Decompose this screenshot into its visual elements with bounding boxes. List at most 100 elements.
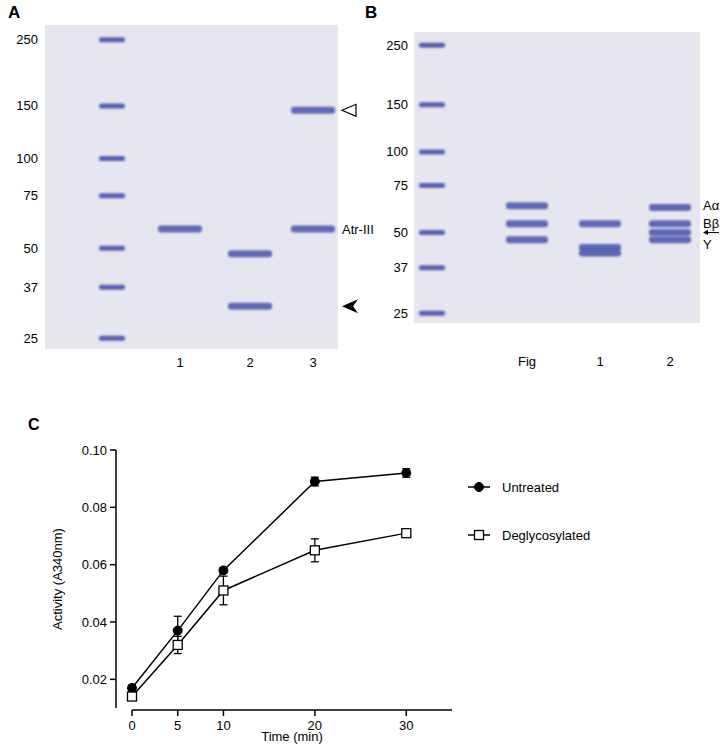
gel-background	[45, 25, 338, 349]
data-point	[173, 640, 182, 649]
data-point	[402, 529, 411, 538]
protein-band	[649, 204, 691, 211]
x-tick	[131, 710, 133, 716]
y-tick	[110, 621, 116, 623]
protein-band	[579, 249, 621, 256]
x-axis-title: Time (min)	[261, 729, 323, 744]
legend-label: Untreated	[502, 480, 559, 495]
protein-band	[649, 229, 691, 236]
marker-label: 37	[394, 260, 408, 275]
lane-label: 2	[246, 355, 253, 370]
protein-band	[649, 220, 691, 227]
x-tick-label: 5	[174, 718, 181, 733]
y-tick-label: 0.02	[82, 672, 107, 687]
marker-label: 100	[386, 144, 408, 159]
plot-area	[128, 468, 411, 701]
data-point	[128, 692, 137, 701]
legend-marker	[475, 531, 484, 540]
legend-label: Deglycosylated	[502, 528, 590, 543]
ladder-band	[419, 102, 445, 107]
ladder-band	[419, 183, 445, 188]
y-tick	[110, 679, 116, 681]
series-line	[132, 473, 406, 688]
error-bar	[311, 539, 319, 562]
protein-band	[649, 236, 691, 243]
lane-label: 2	[666, 354, 673, 369]
data-point	[402, 468, 411, 477]
error-bar	[219, 576, 227, 605]
error-cap	[219, 575, 227, 576]
y-tick	[110, 507, 116, 509]
lane-label: 1	[176, 355, 183, 370]
x-tick	[223, 710, 225, 716]
x-tick-label: 30	[399, 718, 413, 733]
ladder-band	[99, 193, 125, 198]
band-annotation: Bβ	[703, 216, 719, 231]
ladder-band	[99, 336, 125, 341]
figure: A25015010075503725123Atr-IIIB25015010075…	[0, 0, 724, 747]
x-tick-label: 0	[128, 718, 135, 733]
arrow-head	[703, 230, 708, 235]
data-point	[310, 546, 319, 555]
error-cap	[174, 653, 182, 654]
ladder-band	[419, 265, 445, 270]
marker-label: 150	[16, 98, 38, 113]
y-axis-title: Activity (A340nm)	[50, 528, 65, 630]
error-cap	[311, 538, 319, 539]
ladder-band	[99, 103, 125, 108]
ladder-band	[419, 149, 445, 154]
y-tick	[110, 564, 116, 566]
protein-band	[506, 220, 548, 227]
arrow	[703, 230, 719, 235]
protein-band	[506, 236, 548, 243]
marker-label: 100	[16, 151, 38, 166]
x-tick-label: 10	[216, 718, 230, 733]
ladder-band	[99, 285, 125, 290]
marker-label: 75	[24, 188, 38, 203]
gel-panel: A25015010075503725123Atr-III	[8, 3, 374, 370]
error-bar	[402, 469, 410, 478]
protein-band	[579, 220, 621, 227]
y-tick-label: 0.04	[82, 615, 107, 630]
lane-label: Fig	[518, 354, 536, 369]
ladder-band	[99, 246, 125, 251]
marker-label: 150	[386, 97, 408, 112]
gel-panel: B25015010075503725Fig12AαBβY	[365, 3, 720, 369]
y-tick-label: 0.06	[82, 557, 107, 572]
x-tick	[177, 710, 179, 716]
marker-label: 75	[394, 178, 408, 193]
ladder-band	[419, 43, 445, 48]
protein-band	[291, 226, 335, 233]
protein-band	[291, 107, 335, 114]
ladder-band	[99, 156, 125, 161]
marker-label: 250	[16, 32, 38, 47]
marker-label: 250	[386, 38, 408, 53]
data-point	[173, 626, 182, 635]
series-line	[132, 533, 406, 696]
protein-band	[506, 202, 548, 209]
band-annotation: Y	[703, 237, 712, 252]
error-cap	[219, 604, 227, 605]
band-annotation: Atr-III	[342, 222, 374, 237]
y-axis	[115, 450, 117, 708]
ladder-band	[419, 311, 445, 316]
error-cap	[174, 616, 182, 617]
panel-label: C	[28, 416, 40, 433]
legend-marker	[475, 483, 484, 492]
error-cap	[311, 561, 319, 562]
ladder-band	[419, 230, 445, 235]
marker-label: 37	[24, 280, 38, 295]
marker-label: 50	[394, 225, 408, 240]
data-point	[310, 477, 319, 486]
data-point	[128, 683, 137, 692]
protein-band	[228, 250, 272, 257]
line-chart: C0.020.040.060.080.1005102030Time (min)A…	[28, 416, 590, 744]
data-point	[219, 566, 228, 575]
y-tick-label: 0.08	[82, 500, 107, 515]
arrowhead	[342, 299, 358, 313]
x-tick	[314, 710, 316, 716]
x-tick	[406, 710, 408, 716]
panel-label: B	[365, 3, 377, 22]
protein-band	[158, 226, 202, 233]
marker-label: 25	[394, 306, 408, 321]
